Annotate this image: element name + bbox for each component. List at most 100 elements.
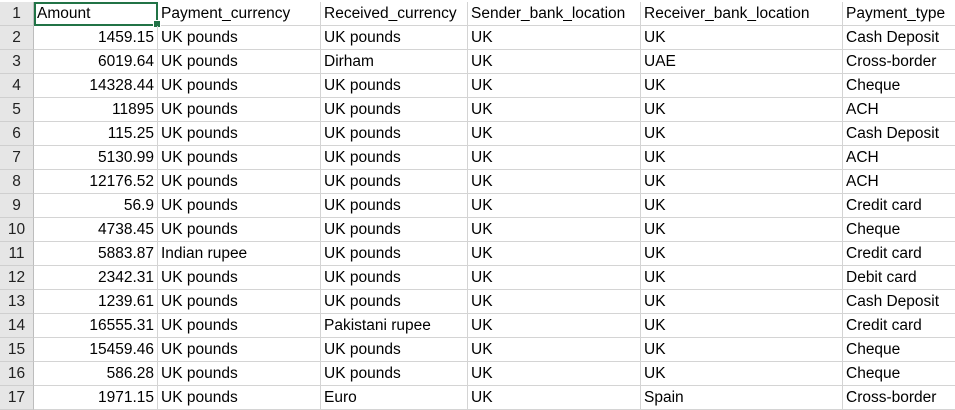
row-number[interactable]: 15 — [0, 338, 34, 362]
cell-sender-bank-location[interactable]: UK — [468, 50, 641, 74]
cell-received-currency[interactable]: UK pounds — [321, 122, 468, 146]
cell-received-currency[interactable]: UK pounds — [321, 266, 468, 290]
cell-payment-currency[interactable]: Indian rupee — [158, 242, 321, 266]
cell-receiver-bank-location[interactable]: UK — [641, 26, 843, 50]
cell-sender-bank-location[interactable]: UK — [468, 146, 641, 170]
cell-payment-type[interactable]: ACH — [843, 98, 955, 122]
cell-receiver-bank-location[interactable]: UK — [641, 362, 843, 386]
header-cell-payment-type[interactable]: Payment_type — [843, 2, 955, 26]
cell-amount[interactable]: 2342.31 — [34, 266, 158, 290]
cell-amount[interactable]: 6019.64 — [34, 50, 158, 74]
cell-receiver-bank-location[interactable]: UK — [641, 218, 843, 242]
row-number[interactable]: 17 — [0, 386, 34, 410]
cell-payment-currency[interactable]: UK pounds — [158, 218, 321, 242]
row-number[interactable]: 11 — [0, 242, 34, 266]
cell-received-currency[interactable]: UK pounds — [321, 146, 468, 170]
row-number[interactable]: 7 — [0, 146, 34, 170]
cell-payment-currency[interactable]: UK pounds — [158, 74, 321, 98]
cell-payment-currency[interactable]: UK pounds — [158, 338, 321, 362]
cell-sender-bank-location[interactable]: UK — [468, 218, 641, 242]
cell-payment-type[interactable]: Cheque — [843, 218, 955, 242]
cell-payment-currency[interactable]: UK pounds — [158, 26, 321, 50]
cell-payment-type[interactable]: Credit card — [843, 194, 955, 218]
row-number[interactable]: 2 — [0, 26, 34, 50]
row-number[interactable]: 6 — [0, 122, 34, 146]
row-number[interactable]: 16 — [0, 362, 34, 386]
cell-amount[interactable]: 15459.46 — [34, 338, 158, 362]
header-cell-receiver-bank-location[interactable]: Receiver_bank_location — [641, 2, 843, 26]
cell-receiver-bank-location[interactable]: UK — [641, 338, 843, 362]
cell-payment-currency[interactable]: UK pounds — [158, 146, 321, 170]
cell-receiver-bank-location[interactable]: UK — [641, 266, 843, 290]
cell-receiver-bank-location[interactable]: UK — [641, 74, 843, 98]
header-cell-sender-bank-location[interactable]: Sender_bank_location — [468, 2, 641, 26]
cell-amount[interactable]: 14328.44 — [34, 74, 158, 98]
cell-payment-type[interactable]: Cheque — [843, 74, 955, 98]
cell-payment-type[interactable]: Cheque — [843, 362, 955, 386]
row-number[interactable]: 12 — [0, 266, 34, 290]
cell-receiver-bank-location[interactable]: UK — [641, 146, 843, 170]
cell-receiver-bank-location[interactable]: UK — [641, 194, 843, 218]
cell-sender-bank-location[interactable]: UK — [468, 98, 641, 122]
header-cell-received-currency[interactable]: Received_currency — [321, 2, 468, 26]
cell-payment-currency[interactable]: UK pounds — [158, 50, 321, 74]
cell-received-currency[interactable]: UK pounds — [321, 218, 468, 242]
row-number[interactable]: 14 — [0, 314, 34, 338]
header-cell-payment-currency[interactable]: Payment_currency — [158, 2, 321, 26]
cell-payment-type[interactable]: Credit card — [843, 242, 955, 266]
cell-payment-type[interactable]: Cross-border — [843, 50, 955, 74]
row-number[interactable]: 4 — [0, 74, 34, 98]
cell-sender-bank-location[interactable]: UK — [468, 242, 641, 266]
cell-received-currency[interactable]: Euro — [321, 386, 468, 410]
cell-receiver-bank-location[interactable]: UK — [641, 98, 843, 122]
cell-payment-type[interactable]: Cash Deposit — [843, 290, 955, 314]
cell-payment-type[interactable]: ACH — [843, 146, 955, 170]
cell-receiver-bank-location[interactable]: UK — [641, 242, 843, 266]
cell-received-currency[interactable]: UK pounds — [321, 170, 468, 194]
cell-amount[interactable]: 11895 — [34, 98, 158, 122]
cell-received-currency[interactable]: Dirham — [321, 50, 468, 74]
cell-payment-currency[interactable]: UK pounds — [158, 314, 321, 338]
cell-amount[interactable]: 4738.45 — [34, 218, 158, 242]
cell-received-currency[interactable]: UK pounds — [321, 338, 468, 362]
cell-amount[interactable]: 1239.61 — [34, 290, 158, 314]
cell-received-currency[interactable]: UK pounds — [321, 242, 468, 266]
cell-payment-type[interactable]: Cross-border — [843, 386, 955, 410]
cell-payment-currency[interactable]: UK pounds — [158, 170, 321, 194]
cell-receiver-bank-location[interactable]: Spain — [641, 386, 843, 410]
cell-payment-type[interactable]: Cheque — [843, 338, 955, 362]
cell-payment-currency[interactable]: UK pounds — [158, 386, 321, 410]
row-number[interactable]: 8 — [0, 170, 34, 194]
cell-payment-type[interactable]: Credit card — [843, 314, 955, 338]
row-number[interactable]: 9 — [0, 194, 34, 218]
cell-receiver-bank-location[interactable]: UK — [641, 314, 843, 338]
cell-received-currency[interactable]: UK pounds — [321, 194, 468, 218]
row-number[interactable]: 10 — [0, 218, 34, 242]
cell-payment-type[interactable]: Cash Deposit — [843, 26, 955, 50]
cell-payment-type[interactable]: Debit card — [843, 266, 955, 290]
row-number[interactable]: 1 — [0, 2, 34, 26]
cell-amount[interactable]: 12176.52 — [34, 170, 158, 194]
cell-amount[interactable]: 586.28 — [34, 362, 158, 386]
cell-received-currency[interactable]: UK pounds — [321, 290, 468, 314]
cell-sender-bank-location[interactable]: UK — [468, 74, 641, 98]
cell-sender-bank-location[interactable]: UK — [468, 290, 641, 314]
cell-amount[interactable]: 1459.15 — [34, 26, 158, 50]
cell-amount[interactable]: 5130.99 — [34, 146, 158, 170]
cell-amount[interactable]: 115.25 — [34, 122, 158, 146]
cell-sender-bank-location[interactable]: UK — [468, 362, 641, 386]
cell-received-currency[interactable]: UK pounds — [321, 26, 468, 50]
cell-payment-type[interactable]: ACH — [843, 170, 955, 194]
cell-amount[interactable]: 56.9 — [34, 194, 158, 218]
cell-amount[interactable]: 1971.15 — [34, 386, 158, 410]
cell-payment-currency[interactable]: UK pounds — [158, 98, 321, 122]
cell-received-currency[interactable]: UK pounds — [321, 362, 468, 386]
cell-sender-bank-location[interactable]: UK — [468, 170, 641, 194]
row-number[interactable]: 13 — [0, 290, 34, 314]
cell-sender-bank-location[interactable]: UK — [468, 386, 641, 410]
cell-payment-currency[interactable]: UK pounds — [158, 266, 321, 290]
cell-receiver-bank-location[interactable]: UK — [641, 122, 843, 146]
cell-amount[interactable]: 16555.31 — [34, 314, 158, 338]
cell-received-currency[interactable]: Pakistani rupee — [321, 314, 468, 338]
cell-amount[interactable]: 5883.87 — [34, 242, 158, 266]
